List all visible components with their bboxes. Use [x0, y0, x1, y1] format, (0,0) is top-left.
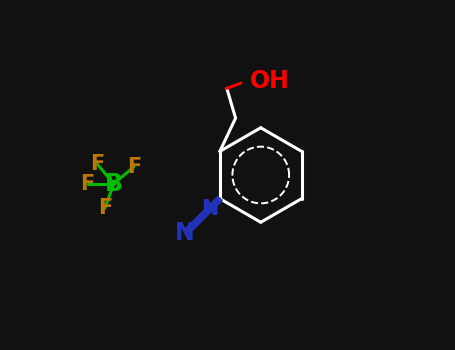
Text: F: F	[127, 157, 141, 177]
Text: B: B	[105, 172, 123, 196]
Text: F: F	[98, 198, 112, 218]
Text: F: F	[90, 154, 104, 174]
Text: N: N	[201, 199, 218, 219]
Text: OH: OH	[250, 69, 289, 93]
Text: N: N	[175, 221, 195, 245]
Text: F: F	[81, 174, 95, 194]
